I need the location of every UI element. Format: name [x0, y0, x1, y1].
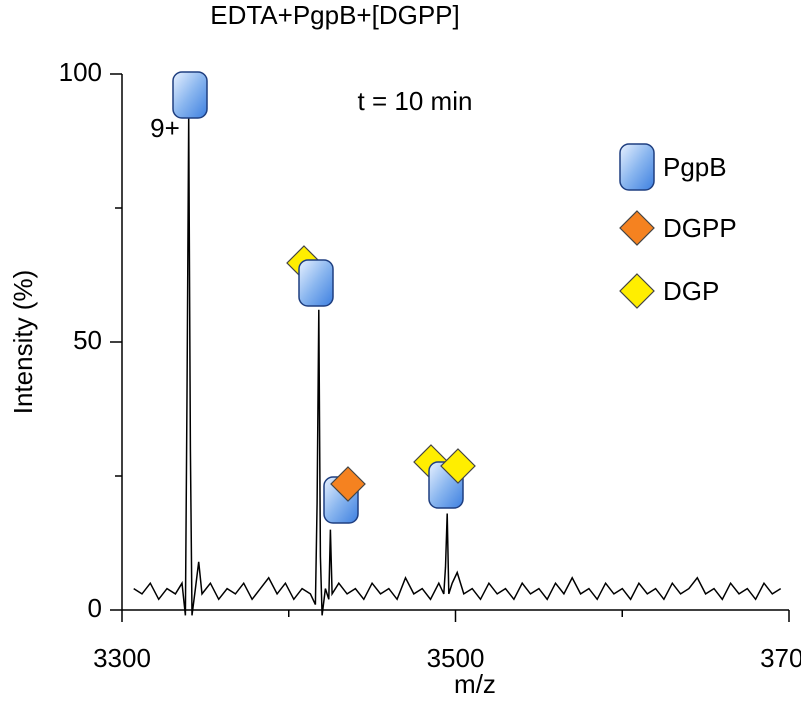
legend-icon — [619, 143, 655, 191]
y-tick-label: 50 — [73, 325, 102, 355]
pgpb-icon — [298, 259, 334, 307]
annotation: 9+ — [150, 113, 180, 143]
x-tick-label: 3500 — [427, 643, 485, 673]
legend-label: DGP — [663, 276, 719, 306]
pgpb-icon — [172, 71, 208, 119]
y-tick-label: 100 — [59, 57, 102, 87]
chart-title: EDTA+PgpB+[DGPP] — [210, 0, 460, 30]
annotation: t = 10 min — [358, 86, 473, 116]
legend-icon — [619, 273, 655, 309]
x-tick-label: 3300 — [93, 643, 151, 673]
legend-icon — [619, 210, 655, 246]
x-tick-label: 3700 — [760, 643, 801, 673]
legend-label: DGPP — [663, 213, 737, 243]
y-axis-label: Intensity (%) — [8, 270, 38, 415]
legend-label: PgpB — [663, 152, 727, 182]
spectrum-line — [133, 116, 782, 616]
y-tick-label: 0 — [88, 593, 102, 623]
x-axis-label: m/z — [454, 669, 496, 699]
